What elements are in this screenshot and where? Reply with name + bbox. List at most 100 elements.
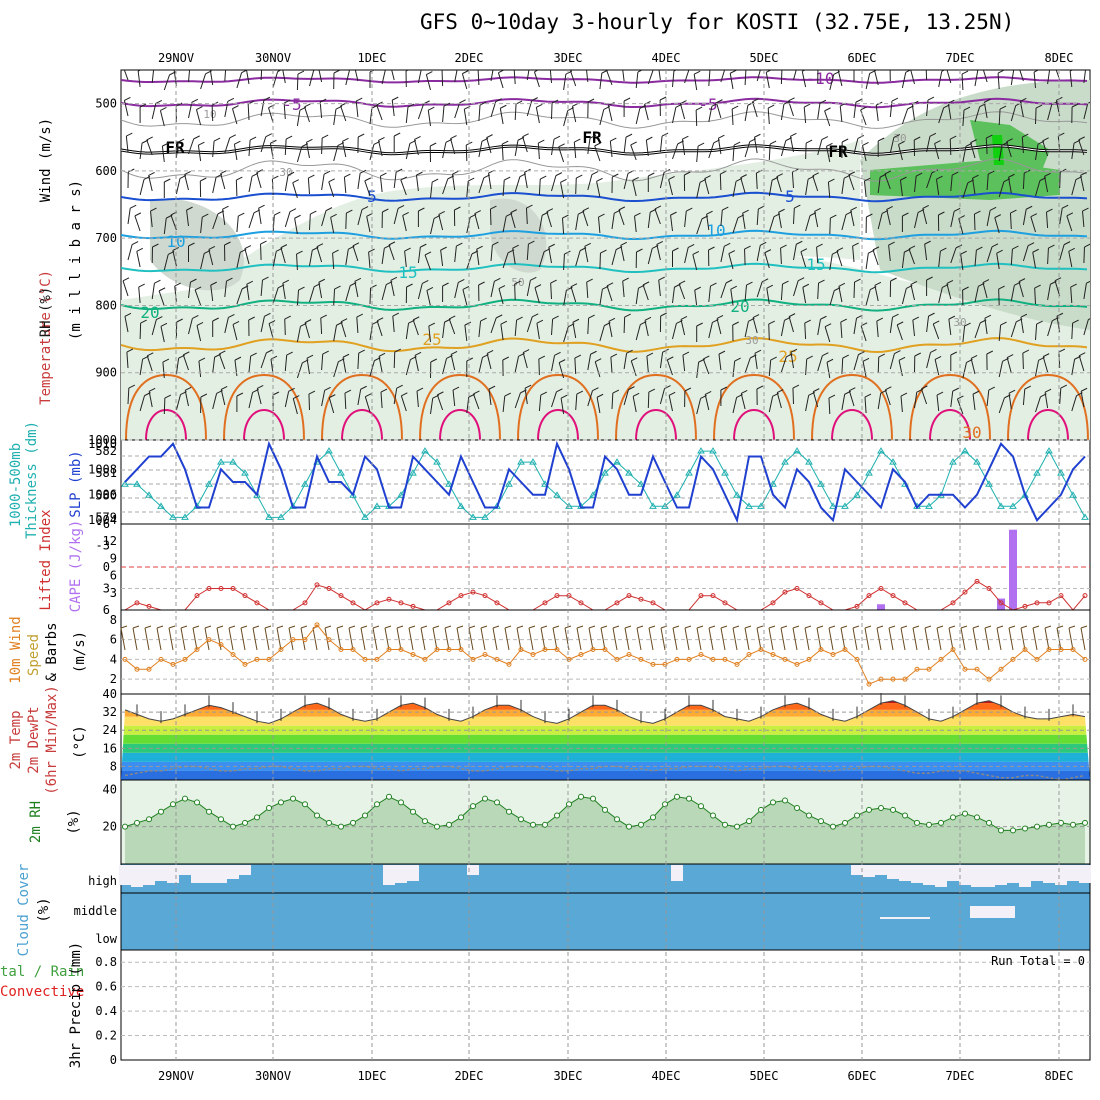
- wind10-barb-flag: [1080, 625, 1088, 629]
- wind-barb: [502, 252, 509, 269]
- thickness-point: [841, 502, 849, 509]
- wind10-barb: [396, 627, 402, 651]
- wind-barb: [220, 173, 226, 190]
- wind10-point: [818, 647, 824, 653]
- wind10-barb-flag: [288, 625, 296, 629]
- wind-barb-flag: [600, 249, 607, 254]
- rh2m-point: [794, 805, 800, 811]
- wind-barb-flag: [334, 285, 341, 290]
- wind10-barb: [744, 627, 750, 651]
- wind-barb-flag: [364, 177, 372, 182]
- wind-barb-flag: [382, 208, 389, 213]
- rh2m-point: [866, 806, 872, 813]
- wind-barb: [340, 105, 347, 122]
- wind-barb: [306, 358, 310, 375]
- wind-barb-flag: [678, 280, 686, 285]
- wind10-barb: [576, 627, 582, 651]
- thickness-point: [613, 458, 621, 465]
- wind-barb: [623, 173, 629, 190]
- wind-barb: [587, 174, 593, 191]
- wind-barb: [825, 146, 831, 163]
- wind10-barb: [552, 627, 558, 651]
- wind-barb: [949, 138, 952, 156]
- ytick-pressure: 900: [95, 366, 117, 380]
- wind-barb-flag: [128, 384, 136, 389]
- wind-barb-flag: [430, 358, 438, 363]
- wind-barb: [898, 144, 903, 161]
- wind-barb: [538, 251, 545, 268]
- wind-barb: [776, 392, 782, 409]
- wind-barb-flag: [963, 106, 971, 111]
- wind-barb: [647, 248, 653, 265]
- wind10-barb-flag: [324, 625, 332, 629]
- rh-contour: [121, 111, 1088, 129]
- wind-barb: [587, 317, 590, 335]
- wind-barb: [570, 70, 577, 87]
- wind-barb: [296, 362, 303, 379]
- wind10-point: [314, 622, 320, 628]
- wind-barb: [848, 174, 855, 191]
- cloud-high-bar: [1031, 865, 1043, 881]
- wind-barb: [594, 145, 601, 162]
- wind-barb-flag: [288, 387, 295, 392]
- wind10-barb-flag: [612, 625, 620, 629]
- wind10-point: [602, 647, 608, 653]
- wind10-barb-flag: [1008, 625, 1016, 629]
- wind-barb-flag: [124, 312, 132, 317]
- wind-barb: [538, 358, 540, 376]
- wind-barb-flag: [1066, 212, 1074, 217]
- wind10-barb-flag: [192, 625, 200, 629]
- wind-barb-flag: [558, 359, 566, 364]
- wind10-point: [230, 651, 236, 657]
- wind-barb: [817, 319, 821, 336]
- lifted-index-point: [1082, 593, 1088, 599]
- rh2m-point: [542, 821, 548, 828]
- wind-barb-flag: [1044, 172, 1051, 177]
- wind-barb-flag: [766, 70, 772, 73]
- wind-barb: [474, 213, 480, 230]
- wind-barb: [982, 70, 988, 83]
- wind-barb-flag: [997, 70, 1005, 74]
- wind-barb: [514, 392, 521, 409]
- wind-barb-flag: [1061, 204, 1069, 209]
- wind-barb: [392, 316, 395, 333]
- isotherm-20: [121, 298, 1088, 312]
- wind-barb: [817, 139, 823, 156]
- ylabel-wind: Wind (m/s): [38, 118, 54, 202]
- wind-barb: [200, 73, 207, 90]
- wind-barb-flag: [1068, 247, 1075, 252]
- wind-barb-flag: [462, 286, 470, 290]
- wind-barb: [788, 316, 794, 333]
- wind-barb-flag: [934, 355, 942, 360]
- wind-barb: [466, 217, 471, 234]
- wind-barb: [498, 288, 504, 305]
- wind-barb: [972, 394, 976, 411]
- wind-barb: [304, 106, 310, 123]
- wind-barb: [899, 180, 903, 197]
- lifted-index-point: [722, 600, 728, 606]
- wind10-barb: [936, 627, 942, 651]
- wind-barb: [862, 361, 867, 378]
- wind-barb-flag: [926, 276, 933, 281]
- wind-barb-flag: [560, 394, 568, 399]
- wind-barb: [1010, 249, 1013, 266]
- wind-barb: [659, 172, 665, 189]
- wind10-barb: [420, 627, 426, 651]
- wind-barb: [755, 172, 758, 190]
- wind-barb: [163, 254, 169, 271]
- axis-labels: Wind (m/s) Temperature (°C) RH (%) (m i …: [0, 118, 88, 1068]
- ytick-temp: 8: [110, 759, 117, 773]
- wind-barb: [708, 142, 715, 159]
- wind10-point: [218, 642, 224, 648]
- wind-barb: [236, 72, 243, 89]
- wind-barb: [837, 70, 843, 87]
- wind-barb: [970, 358, 976, 375]
- wind-barb-flag: [376, 101, 383, 106]
- wind-barb-flag: [246, 280, 253, 285]
- wind-barb-flag: [512, 244, 519, 249]
- wind-barb-flag: [287, 171, 295, 176]
- wind-barb: [196, 325, 202, 342]
- wind-barb: [744, 105, 749, 122]
- wind-barb: [424, 254, 431, 271]
- wind-barb: [932, 323, 940, 340]
